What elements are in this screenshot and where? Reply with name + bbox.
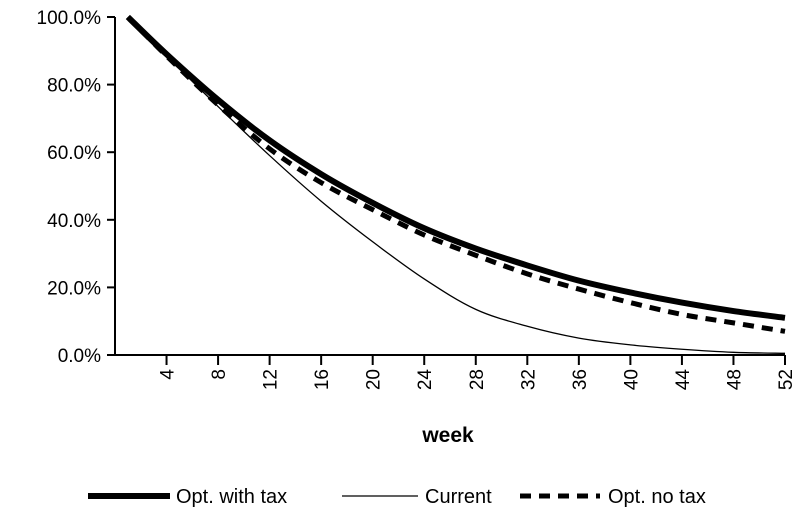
x-axis-title: week xyxy=(421,424,474,447)
y-tick-label: 40.0% xyxy=(47,211,101,232)
series-line-opt-with-tax xyxy=(125,14,786,321)
x-tick-label: 4 xyxy=(158,369,179,380)
x-tick-label: 16 xyxy=(312,369,333,390)
legend-label: Current xyxy=(425,486,492,508)
series-line-current xyxy=(127,16,786,354)
y-tick-label: 100.0% xyxy=(37,8,102,29)
plot-area: 0.0%20.0%40.0%60.0%80.0%100.0% 4 8 12 16 20 2… xyxy=(37,8,795,390)
y-tick-label: 0.0% xyxy=(58,346,101,367)
x-tick-label: 12 xyxy=(261,369,282,390)
y-tick-label: 60.0% xyxy=(47,143,101,164)
y-axis-ticks: 0.0% 20.0% 40.0% 60.0% 80.0% 100.0% xyxy=(37,8,115,367)
legend: Opt. with tax Current Opt. no tax xyxy=(88,486,706,508)
x-tick-label: 48 xyxy=(724,369,745,390)
x-tick-label: 20 xyxy=(364,369,385,390)
x-tick-label: 28 xyxy=(467,369,488,390)
x-tick-label: 36 xyxy=(570,369,591,390)
x-tick-label: 32 xyxy=(518,369,539,390)
x-tick-label: 52 xyxy=(776,369,795,390)
x-tick-label: 44 xyxy=(673,369,694,391)
x-tick-label: 40 xyxy=(621,369,642,390)
x-tick-label: 24 xyxy=(415,369,436,391)
legend-label: Opt. with tax xyxy=(176,486,287,508)
x-axis-ticks: 4 8 12 16 20 24 28 32 36 40 44 48 52 xyxy=(158,355,795,390)
legend-label: Opt. no tax xyxy=(608,486,706,508)
y-tick-label: 20.0% xyxy=(47,278,101,299)
x-tick-label: 8 xyxy=(209,369,230,380)
series-lines xyxy=(125,14,786,354)
y-tick-label: 80.0% xyxy=(47,76,101,97)
series-line-opt-no-tax xyxy=(126,15,786,334)
